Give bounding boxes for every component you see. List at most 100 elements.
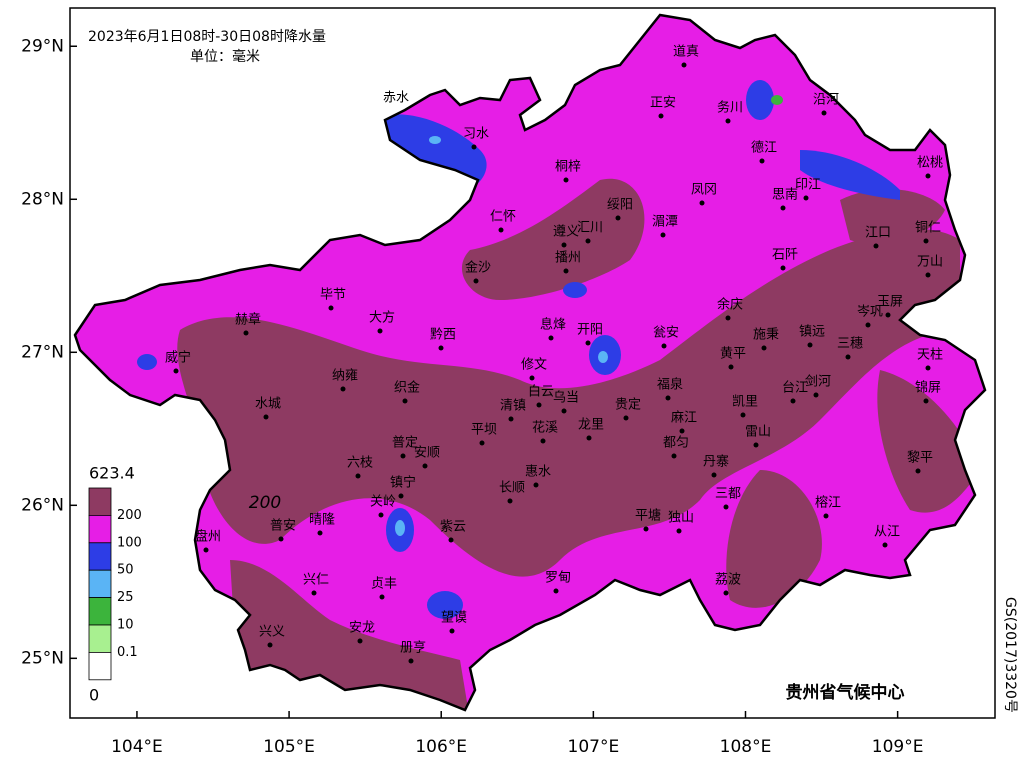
legend-swatch [88,487,112,516]
city-label: 兴仁 [303,573,329,588]
city-label: 习水 [463,127,489,142]
city-label: 桐梓 [555,160,581,175]
credit: 贵州省气候中心 [786,682,905,703]
city-dot [311,590,317,596]
city-dot [357,638,363,644]
city-dot [449,628,455,634]
legend-swatch [88,515,112,544]
legend-swatch [88,542,112,571]
legend-label: 25 [117,590,134,605]
city-label: 万山 [917,255,943,270]
city-dot [377,328,383,334]
city-label: 龙里 [578,418,604,433]
city-label: 都匀 [663,436,689,451]
city-label: 花溪 [532,420,558,436]
city-dot [845,354,851,360]
city-label: 罗甸 [545,571,571,586]
city-label: 安顺 [414,446,440,461]
city-dot [203,547,209,553]
city-dot [408,658,414,664]
city-dot [823,513,829,519]
city-dot [402,398,408,404]
city-dot [507,498,513,504]
city-dot [508,416,514,422]
city-dot [780,265,786,271]
city-label: 德江 [751,141,777,156]
city-label: 岑巩 [857,305,883,320]
city-dot [561,408,567,414]
city-label: 紫云 [440,520,466,535]
city-label: 长顺 [499,481,525,496]
city-label: 大方 [369,310,395,326]
city-label: 印江 [795,178,821,193]
legend-swatch [88,652,112,681]
city-dot [671,453,677,459]
city-dot [780,205,786,211]
city-dot [317,530,323,536]
city-dot [753,442,759,448]
city-dot [355,473,361,479]
city-dot [398,493,404,499]
city-dot [278,536,284,542]
city-dot [923,238,929,244]
legend-label: 100 [117,535,142,550]
city-dot [243,330,249,336]
city-label: 松桃 [917,156,943,171]
city-dot [676,528,682,534]
map-title: 2023年6月1日08时-30日08时降水量 [88,29,326,45]
city-label: 凯里 [732,395,758,410]
city-label: 剑河 [805,374,831,390]
lat-tick-label: 25°N [21,648,64,668]
city-label: 汇川 [577,221,603,236]
city-label: 赫章 [235,312,261,328]
lon-tick-label: 104°E [111,737,163,757]
city-label: 兴义 [259,625,285,640]
city-label: 江口 [865,226,891,241]
city-label: 绥阳 [607,198,633,213]
city-label: 白云 [528,384,554,400]
city-label: 平坝 [471,423,497,438]
city-label: 黔西 [430,328,456,343]
city-dot [471,144,477,150]
city-dot [563,268,569,274]
city-label: 锦屏 [915,381,941,396]
city-label: 三都 [715,487,741,502]
city-dot [529,375,535,381]
city-dot [865,322,871,328]
city-dot [498,227,504,233]
city-dot [661,343,667,349]
city-label: 织金 [394,380,420,396]
city-label: 荔波 [715,573,741,588]
city-dot [563,177,569,183]
city-dot [448,537,454,543]
contour-label: 200 [249,493,281,513]
city-dot [479,440,485,446]
city-dot [803,195,809,201]
city-dot [725,315,731,321]
city-label: 纳雍 [332,368,358,384]
city-label: 丹寨 [703,454,729,470]
legend-label: 50 [117,563,134,578]
city-dot [665,395,671,401]
city-label: 望谟 [441,610,467,626]
legend-swatch [88,569,112,599]
city-label: 三穗 [837,337,863,352]
city-label: 盘州 [195,529,221,545]
city-label: 清镇 [500,399,526,414]
city-label: 修文 [521,358,547,373]
legend-min: 0 [89,685,99,704]
lon-tick-label: 105°E [263,737,315,757]
city-dot [586,435,592,441]
city-dot [821,110,827,116]
city-dot [660,232,666,238]
city-dot [885,312,891,318]
lon-tick-label: 109°E [872,737,924,757]
city-dot [379,594,385,600]
lon-tick-label: 108°E [720,737,772,757]
city-dot [615,215,621,221]
city-dot [540,438,546,444]
city-dot [263,414,269,420]
city-dot [679,428,685,434]
city-dot [681,62,687,68]
legend-swatch [88,597,112,626]
